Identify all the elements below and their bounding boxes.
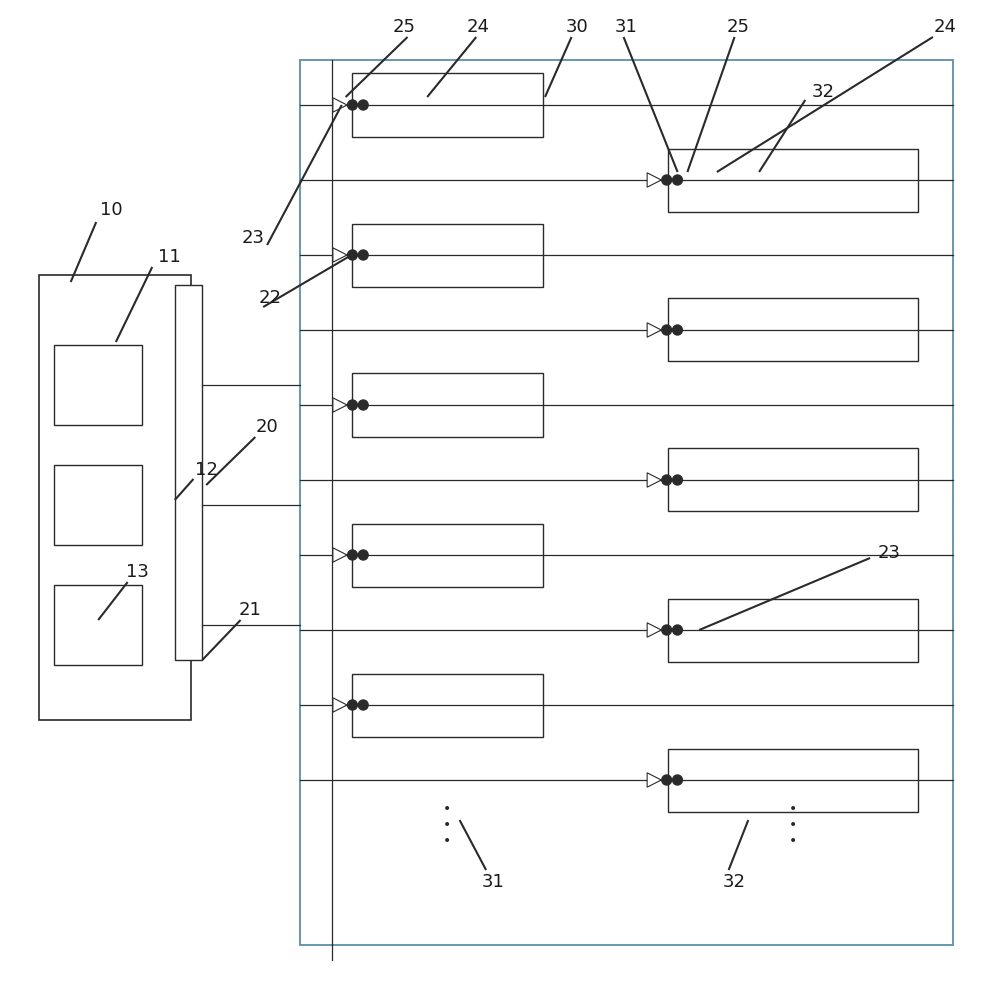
Bar	[175, 285, 202, 660]
Text: 10: 10	[99, 201, 123, 219]
Bar	[54, 465, 142, 545]
Bar	[39, 275, 191, 720]
Bar	[352, 373, 543, 436]
Text: 23: 23	[242, 229, 265, 247]
Circle shape	[662, 775, 672, 785]
Text: 13: 13	[126, 563, 149, 581]
Circle shape	[348, 250, 357, 260]
Text: 11: 11	[157, 248, 181, 266]
Text: 31: 31	[481, 873, 505, 891]
Text: 21: 21	[239, 601, 262, 619]
Polygon shape	[333, 548, 347, 562]
Text: 24: 24	[466, 18, 490, 36]
Text: 25: 25	[727, 18, 750, 36]
Text: 24: 24	[933, 18, 956, 36]
Text: 12: 12	[194, 461, 218, 479]
Circle shape	[358, 550, 368, 560]
Bar	[352, 524, 543, 586]
Polygon shape	[333, 98, 347, 112]
Polygon shape	[647, 473, 661, 487]
Circle shape	[673, 175, 682, 185]
Circle shape	[348, 400, 357, 410]
Circle shape	[673, 475, 682, 485]
Text: •
•
•: • • •	[443, 802, 452, 848]
Bar	[54, 345, 142, 425]
Bar	[668, 448, 918, 511]
Circle shape	[662, 475, 672, 485]
Bar	[668, 748, 918, 812]
Polygon shape	[333, 398, 347, 412]
Text: 30: 30	[566, 18, 589, 36]
Circle shape	[673, 325, 682, 335]
Polygon shape	[647, 173, 661, 187]
Bar	[352, 224, 543, 286]
Circle shape	[662, 325, 672, 335]
Bar	[668, 148, 918, 212]
Polygon shape	[647, 323, 661, 337]
Circle shape	[348, 700, 357, 710]
Circle shape	[673, 625, 682, 635]
Bar	[300, 60, 953, 945]
Text: •
•
•: • • •	[789, 802, 797, 848]
Circle shape	[673, 775, 682, 785]
Polygon shape	[333, 698, 347, 712]
Bar	[352, 74, 543, 136]
Text: 31: 31	[615, 18, 638, 36]
Text: 23: 23	[877, 544, 900, 562]
Circle shape	[358, 700, 368, 710]
Circle shape	[358, 400, 368, 410]
Text: 25: 25	[393, 18, 416, 36]
Circle shape	[348, 550, 357, 560]
Polygon shape	[647, 773, 661, 787]
Text: 32: 32	[723, 873, 746, 891]
Polygon shape	[647, 623, 661, 637]
Bar	[668, 298, 918, 361]
Text: 22: 22	[258, 289, 282, 307]
Circle shape	[348, 100, 357, 110]
Circle shape	[358, 250, 368, 260]
Circle shape	[662, 175, 672, 185]
Circle shape	[358, 100, 368, 110]
Bar	[668, 598, 918, 662]
Polygon shape	[333, 248, 347, 262]
Circle shape	[662, 625, 672, 635]
Bar	[352, 674, 543, 736]
Text: 32: 32	[811, 83, 835, 101]
Text: 20: 20	[255, 418, 279, 436]
Bar	[54, 585, 142, 665]
